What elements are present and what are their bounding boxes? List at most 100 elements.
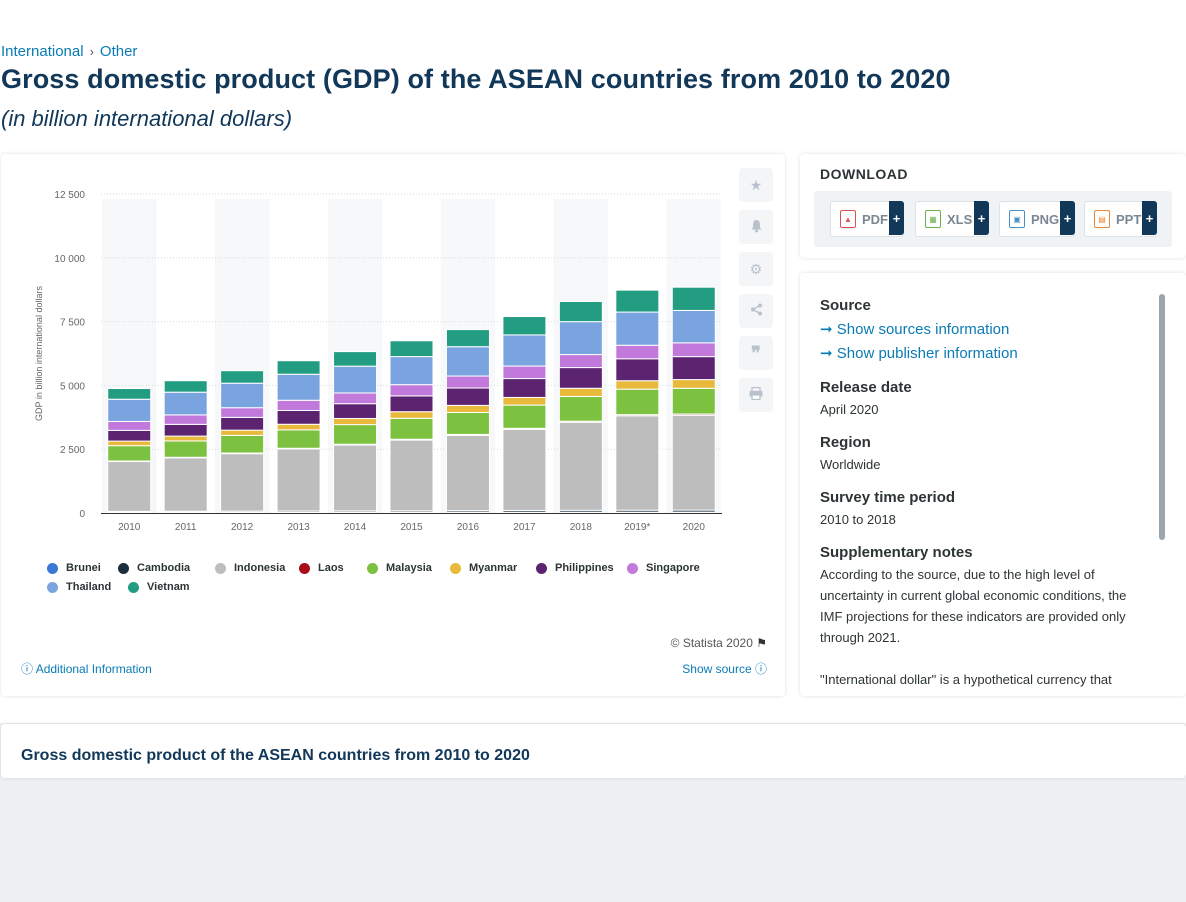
bar-segment-thailand bbox=[389, 356, 434, 386]
legend-item-myanmar[interactable]: Myanmar bbox=[450, 562, 517, 574]
bar-segment-vietnam bbox=[389, 340, 434, 358]
breadcrumb-link-other[interactable]: Other bbox=[99, 43, 138, 60]
show-sources-link[interactable]: ➞ Show sources information bbox=[820, 321, 1010, 338]
bar-segment-philippines bbox=[276, 409, 321, 425]
show-publisher-link[interactable]: ➞ Show publisher information bbox=[820, 345, 1018, 362]
supplementary-notes-text: According to the source, due to the high… bbox=[820, 564, 1150, 690]
notes-paragraph: "International dollar" is a hypothetical… bbox=[820, 672, 1112, 687]
bar-segment-malaysia bbox=[333, 424, 378, 445]
legend-label: Myanmar bbox=[469, 562, 518, 574]
legend-marker bbox=[47, 581, 58, 593]
bar-segment-malaysia bbox=[671, 387, 716, 415]
bar-segment-thailand bbox=[445, 346, 490, 377]
legend-item-brunei[interactable]: Brunei bbox=[47, 562, 101, 574]
bar-segment-myanmar bbox=[163, 435, 208, 442]
bar-segment-thailand bbox=[163, 391, 208, 416]
bar-segment-thailand bbox=[220, 382, 265, 409]
bar-segment-vietnam bbox=[615, 289, 660, 313]
gdp-stacked-bar-chart: 0 2 500 5 000 7 500 10 000 12 500 GDP in billi… bbox=[34, 190, 722, 533]
info-icon: ⓘ bbox=[21, 662, 34, 676]
share-icon bbox=[750, 303, 763, 319]
plus-icon: + bbox=[1060, 201, 1075, 235]
legend-label: Indonesia bbox=[234, 562, 286, 574]
flag-icon[interactable]: ⚑ bbox=[756, 636, 767, 650]
legend-item-thailand[interactable]: Thailand bbox=[47, 581, 111, 593]
additional-information-link[interactable]: ⓘ Additional Information bbox=[21, 662, 152, 676]
bar-segment-philippines bbox=[107, 429, 152, 442]
table-title: Gross domestic product of the ASEAN coun… bbox=[21, 747, 530, 764]
print-button[interactable] bbox=[739, 378, 773, 412]
legend-item-philippines[interactable]: Philippines bbox=[536, 562, 614, 574]
notification-button[interactable] bbox=[739, 210, 773, 244]
bar-segment-vietnam bbox=[163, 380, 208, 393]
breadcrumb-link-international[interactable]: International bbox=[1, 43, 84, 60]
breadcrumb-separator: › bbox=[89, 44, 94, 59]
png-file-icon: ▣ bbox=[1009, 210, 1025, 228]
supplementary-notes-heading: Supplementary notes bbox=[820, 544, 973, 561]
bar-segment-indonesia bbox=[107, 461, 152, 512]
bar-segment-thailand bbox=[671, 309, 716, 344]
share-button[interactable] bbox=[739, 294, 773, 328]
release-date-value: April 2020 bbox=[820, 402, 879, 417]
bar-segment-indonesia bbox=[163, 457, 208, 512]
y-tick-label: 12 500 bbox=[54, 190, 85, 201]
download-ppt-button[interactable]: ▤ PPT + bbox=[1084, 201, 1157, 237]
bar-segment-singapore bbox=[389, 384, 434, 397]
cite-button[interactable]: ❞ bbox=[739, 336, 773, 370]
bar-segment-philippines bbox=[389, 395, 434, 413]
download-ppt-label: PPT bbox=[1116, 211, 1142, 227]
x-tick-label: 2019* bbox=[624, 522, 650, 533]
x-tick-label: 2013 bbox=[287, 522, 310, 533]
bar-segment-vietnam bbox=[220, 370, 265, 384]
bar-segment-malaysia bbox=[389, 417, 434, 440]
bar-segment-indonesia bbox=[220, 453, 265, 512]
legend-label: Brunei bbox=[66, 562, 101, 574]
download-xls-button[interactable]: ▦ XLS + bbox=[915, 201, 989, 237]
bar-segment-singapore bbox=[276, 399, 321, 411]
bar-segment-myanmar bbox=[671, 379, 716, 389]
bar-segment-malaysia bbox=[615, 388, 660, 416]
x-tick-label: 2017 bbox=[513, 522, 536, 533]
legend-item-laos[interactable]: Laos bbox=[299, 562, 344, 574]
bar-segment-vietnam bbox=[558, 300, 603, 323]
print-icon bbox=[749, 386, 763, 403]
legend-marker bbox=[47, 562, 58, 574]
legend-label: Philippines bbox=[555, 562, 614, 574]
download-heading: DOWNLOAD bbox=[820, 166, 908, 182]
bar-segment-indonesia bbox=[502, 428, 547, 511]
legend-item-malaysia[interactable]: Malaysia bbox=[367, 562, 432, 574]
favorite-button[interactable]: ★ bbox=[739, 168, 773, 202]
x-tick-label: 2020 bbox=[683, 522, 706, 533]
download-png-label: PNG bbox=[1031, 211, 1060, 227]
bar-segment-malaysia bbox=[107, 445, 152, 462]
download-pdf-button[interactable]: ▲ PDF + bbox=[830, 201, 904, 237]
scrollbar-thumb[interactable] bbox=[1159, 294, 1165, 540]
survey-period-value: 2010 to 2018 bbox=[820, 512, 896, 527]
legend-item-vietnam[interactable]: Vietnam bbox=[128, 581, 190, 593]
legend-marker bbox=[367, 562, 378, 574]
legend-item-singapore[interactable]: Singapore bbox=[627, 562, 700, 574]
y-axis-title: GDP in billion international dollars bbox=[34, 286, 44, 421]
legend-item-indonesia[interactable]: Indonesia bbox=[215, 562, 285, 574]
bar-segment-philippines bbox=[502, 378, 547, 398]
bar-segment-thailand bbox=[333, 365, 378, 394]
y-tick-label: 7 500 bbox=[60, 318, 85, 329]
legend-marker bbox=[215, 562, 226, 574]
settings-button[interactable]: ⚙ bbox=[739, 252, 773, 286]
bar-segment-indonesia bbox=[671, 414, 716, 511]
bar-segment-malaysia bbox=[502, 404, 547, 429]
download-buttons: ▲ PDF + ▦ XLS + ▣ PNG + ▤ PPT + bbox=[814, 191, 1172, 247]
notes-paragraph: According to the source, due to the high… bbox=[820, 567, 1127, 645]
statistic-table-card: Gross domestic product of the ASEAN coun… bbox=[1, 724, 1186, 778]
source-heading: Source bbox=[820, 297, 871, 314]
bar-segment-thailand bbox=[502, 334, 547, 367]
bar-segment-malaysia bbox=[220, 434, 265, 454]
arrow-right-icon: ➞ bbox=[820, 321, 833, 338]
show-source-link[interactable]: Show source ⓘ bbox=[682, 662, 767, 676]
page-subtitle: (in billion international dollars) bbox=[1, 106, 293, 131]
bar-segment-singapore bbox=[445, 375, 490, 389]
bar-segment-vietnam bbox=[276, 360, 321, 375]
download-png-button[interactable]: ▣ PNG + bbox=[999, 201, 1075, 237]
legend-label: Laos bbox=[318, 562, 344, 574]
legend-item-cambodia[interactable]: Cambodia bbox=[118, 562, 190, 574]
